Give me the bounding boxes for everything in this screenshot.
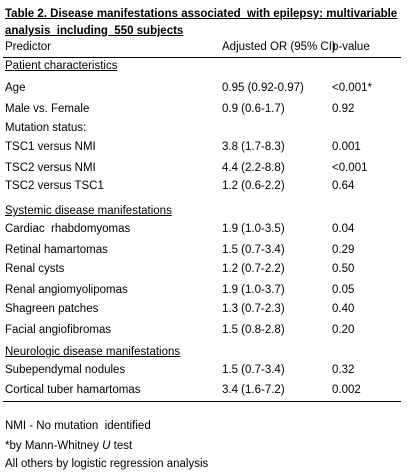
cell: 0.29 [332,244,355,256]
cell: 0.002 [332,384,361,396]
cell: <0.001* [332,82,372,94]
cell: 0.05 [332,284,355,296]
row-label: Facial angiofibromas [5,324,112,336]
footnote: *by Mann-Whitney U test [5,439,132,453]
column-header: Adjusted OR (95% CI) [222,41,336,53]
cell: 3.4 (1.6-7.2) [222,384,285,396]
cell: 0.92 [332,103,355,115]
row-label: Cortical tuber hamartomas [5,384,141,396]
row-label: Subependymal nodules [5,364,126,376]
cell: 1.2 (0.6-2.2) [222,180,285,192]
cell: 0.50 [332,263,355,275]
row-label: TSC1 versus NMI [5,141,96,153]
column-header: p-value [332,41,370,53]
row-label: Shagreen patches [5,303,99,315]
cell: <0.001 [332,162,368,174]
header-rule [3,57,401,58]
row-label: Renal angiomyolipomas [5,284,128,296]
footnote-part: test [110,440,133,452]
table-title: Table 2. Disease manifestations associat… [5,8,398,20]
column-header: Predictor [5,41,52,53]
row-label: TSC2 versus NMI [5,162,96,174]
cell: 0.95 (0.92-0.97) [222,82,304,94]
cell: 1.5 (0.7-3.4) [222,364,285,376]
table-title: analysis including 550 subjects [5,25,184,37]
cell: 1.5 (0.8-2.8) [222,324,285,336]
footnote-part: *by Mann-Whitney [5,440,103,452]
row-label: Renal cysts [5,263,65,275]
row-label: Male vs. Female [5,103,90,115]
row-label: TSC2 versus TSC1 [5,180,104,192]
row-label: Retinal hamartomas [5,244,108,256]
cell: 0.32 [332,364,355,376]
footnote-part: U [102,440,111,452]
cell: 1.5 (0.7-3.4) [222,244,285,256]
cell: 1.3 (0.7-2.3) [222,303,285,315]
cell: 0.001 [332,141,361,153]
cell: 4.4 (2.2-8.8) [222,162,285,174]
cell: 1.9 (1.0-3.7) [222,284,285,296]
section-heading: Patient characteristics [5,60,118,72]
row-label: Age [5,82,26,94]
section-heading: Systemic disease manifestations [5,205,172,217]
cell: 0.20 [332,324,355,336]
cell: 3.8 (1.7-8.3) [222,141,285,153]
table-bottom-rule [3,401,401,402]
row-label: Cardiac rhabdomyomas [5,223,131,235]
cell: 0.9 (0.6-1.7) [222,103,285,115]
footnote: All others by logistic regression analys… [5,458,209,470]
section-heading: Neurologic disease manifestations [5,346,181,358]
cell: 1.2 (0.7-2.2) [222,263,285,275]
cell: 0.64 [332,180,355,192]
footnote: NMI - No mutation identified [5,420,151,432]
cell: 1.9 (1.0-3.5) [222,223,285,235]
cell: 0.40 [332,303,355,315]
cell: 0.04 [332,223,355,235]
row-label: Mutation status: [5,122,87,134]
